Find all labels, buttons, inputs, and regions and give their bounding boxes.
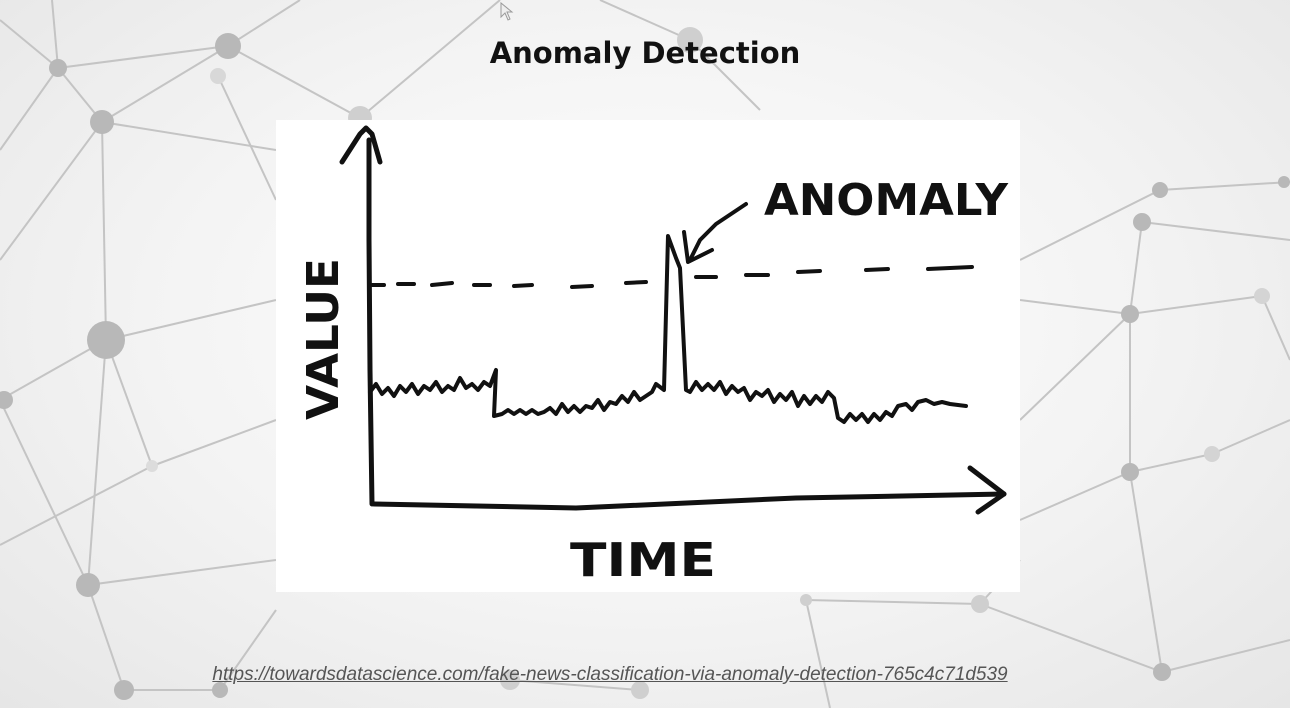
anomaly-pointer-arrow [688,202,748,262]
x-axis-label: TIME [570,533,716,587]
source-link[interactable]: https://towardsdatascience.com/fake-news… [212,664,1008,685]
threshold-dashed-line [370,265,974,289]
anomaly-pointer-arrowhead [682,230,714,264]
x-axis-line [371,491,1007,511]
y-axis-line [366,137,375,507]
x-axis-arrowhead [967,465,1007,515]
slide-title: Anomaly Detection [489,36,801,70]
signal-series-line [368,234,968,424]
anomaly-label: ANOMALY [764,175,1009,226]
y-axis-arrowhead [339,125,383,165]
anomaly-sketch-diagram: ANOMALY VALUE TIME [276,120,1020,592]
mouse-cursor-icon [500,2,514,21]
y-axis-label: VALUE [298,258,349,420]
